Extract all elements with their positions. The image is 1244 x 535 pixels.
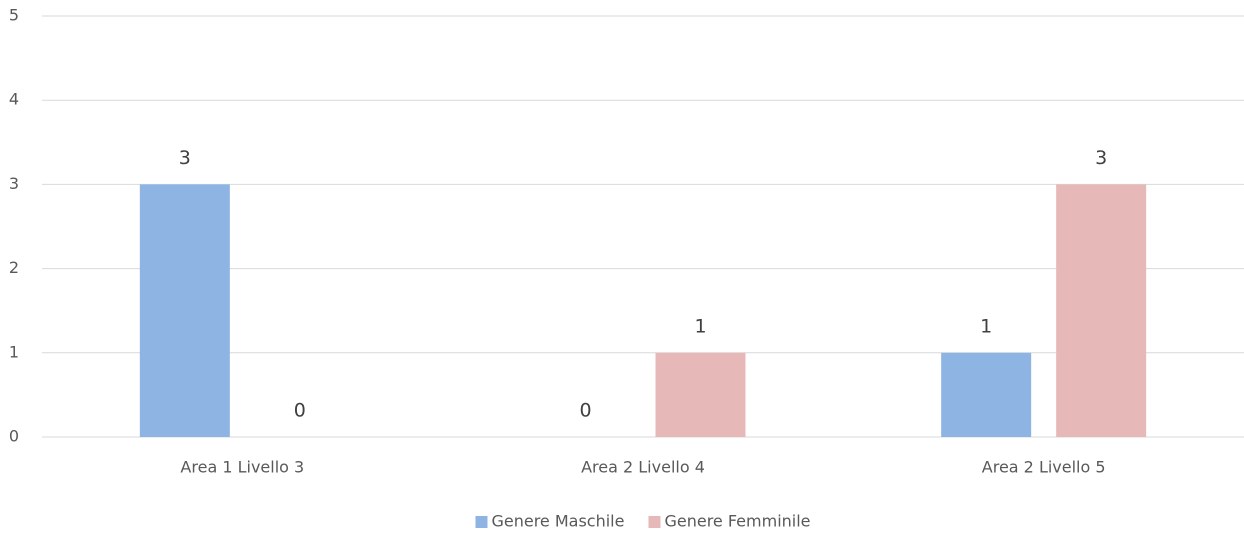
legend-label: Genere Maschile: [491, 512, 624, 531]
data-label: 1: [694, 315, 706, 337]
legend-swatch: [648, 516, 661, 528]
data-label: 3: [179, 147, 191, 169]
data-label: 0: [294, 400, 306, 422]
bar: [941, 352, 1032, 437]
bar: [1056, 184, 1147, 437]
y-tick-label: 5: [9, 6, 19, 25]
y-tick-label: 4: [9, 90, 19, 109]
y-tick-label: 0: [9, 427, 19, 446]
legend-swatch: [475, 516, 488, 528]
y-tick-label: 2: [9, 258, 19, 277]
data-label: 1: [980, 315, 992, 337]
data-label: 3: [1095, 147, 1107, 169]
legend-label: Genere Femminile: [664, 512, 810, 531]
bar: [139, 184, 230, 437]
data-label: 0: [579, 400, 591, 422]
x-tick-label: Area 2 Livello 4: [581, 458, 705, 477]
bar: [655, 352, 746, 437]
x-tick-label: Area 1 Livello 3: [180, 458, 304, 477]
y-tick-label: 1: [9, 342, 19, 361]
x-tick-label: Area 2 Livello 5: [982, 458, 1106, 477]
y-tick-label: 3: [9, 174, 19, 193]
